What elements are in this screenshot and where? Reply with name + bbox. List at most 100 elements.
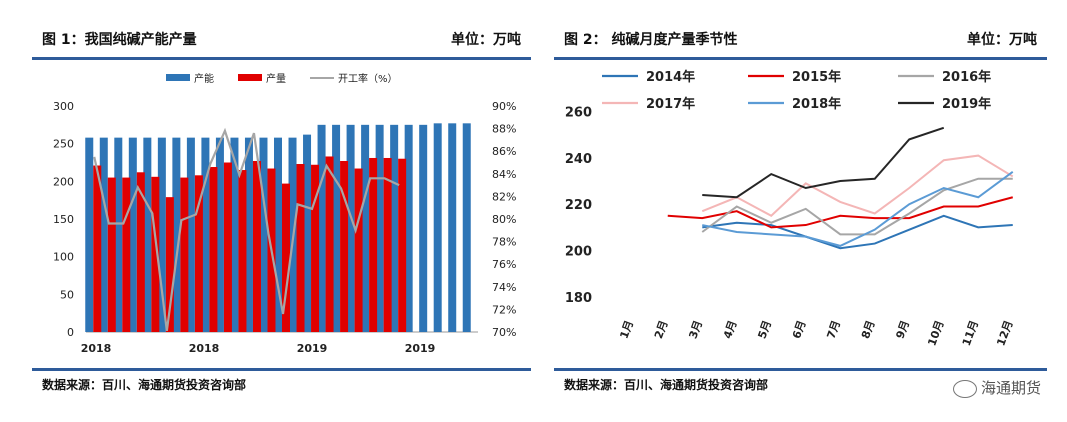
legend-swatch-output [238,74,262,81]
capacity-bar [172,137,181,332]
y2-tick-label: 84% [492,168,516,181]
y-tick-label: 200 [565,245,592,260]
x-tick-label: 2月 [652,319,671,341]
x-tick-label: 12月 [994,319,1015,348]
panel-title: 图 1：我国纯碱产能产量 [42,32,197,48]
capacity-bar [99,137,108,332]
series-line [667,196,1014,229]
x-tick-label: 2019 [297,342,328,355]
capacity-bar [317,124,326,332]
capacity-bar [201,137,210,332]
legend-label: 2019年 [942,96,991,112]
output-bar [122,177,131,332]
capacity-bar [114,137,123,332]
capacity-bar [332,124,341,332]
capacity-bar [274,137,282,332]
data-source: 数据来源：百川、海通期货投资咨询部 [564,378,769,392]
capacity-bar [85,137,94,332]
y-tick-label: 150 [53,213,74,226]
watermark-text: 海通期货 [980,379,1041,397]
x-tick-label: 11月 [960,319,981,348]
capacity-bar [157,137,166,332]
capacity-bar [303,134,312,332]
y-tick-label: 250 [53,138,74,151]
capacity-bar [128,137,137,332]
output-bar [223,162,232,332]
series-line [702,126,945,199]
seasonality-chart: 2014年 2015年 2016年 2017年 2018年 2019年 180 200 220 2… [554,60,1047,372]
panel-title: 图 2： 纯碱月度产量季节性 [564,32,738,48]
legend-label: 2016年 [942,69,991,85]
legend-label-output: 产量 [266,72,286,85]
y2-tick-label: 88% [492,123,516,136]
y2-tick-label: 82% [492,190,516,203]
capacity-output-panel: 图 1：我国纯碱产能产量 单位：万吨 产能 产量 开工率（%） 0 50 100 150 20… [32,20,531,398]
capacity-bar [433,123,442,333]
output-bar [209,167,218,332]
legend-label: 2014年 [646,69,695,85]
capacity-bar [230,137,239,332]
series-line [702,214,1013,250]
legend-label-rate: 开工率（%） [338,72,398,85]
output-bar [369,157,378,332]
legend-label: 2017年 [646,96,695,112]
capacity-bar [215,137,224,332]
legend-label-capacity: 产能 [194,72,214,85]
y2-tick-label: 72% [492,303,516,316]
output-bar [151,176,160,332]
panel-unit: 单位：万吨 [451,32,521,48]
x-tick-label: 7月 [824,319,843,341]
x-tick-label: 5月 [755,319,774,341]
y-tick-label: 180 [565,291,592,306]
x-tick-label: 2019 [405,342,436,355]
y-tick-label: 240 [565,152,592,167]
y-tick-label: 300 [53,100,74,113]
y-tick-label: 260 [565,106,592,121]
x-tick-label: 4月 [721,319,740,341]
output-bar [136,172,145,332]
output-bar [180,177,189,332]
output-bar [311,164,320,332]
capacity-bar [186,137,195,332]
capacity-bar [259,137,268,332]
y-tick-label: 220 [565,198,592,213]
panel-footer: 数据来源：百川、海通期货投资咨询部 海通期货 [554,368,1047,398]
legend-swatch-capacity [166,74,190,81]
panel-footer: 数据来源：百川、海通期货投资咨询部 [32,368,531,398]
panel-unit: 单位：万吨 [967,32,1037,48]
x-tick-label: 8月 [859,319,878,341]
output-bar [296,164,305,332]
capacity-bar [404,124,413,332]
capacity-bar [419,124,428,332]
data-source: 数据来源：百川、海通期货投资咨询部 [42,378,247,392]
output-bar [252,160,261,332]
output-bar [194,175,203,332]
utilization-rate-line [93,127,400,332]
legend-label: 2018年 [792,96,841,112]
output-bar [354,168,363,332]
watermark: 海通期货 [952,377,1041,398]
x-tick-label: 1月 [617,319,636,341]
output-bar [107,177,116,332]
panel-header: 图 1：我国纯碱产能产量 单位：万吨 [32,20,531,60]
legend-label: 2015年 [792,69,841,85]
y2-tick-label: 76% [492,258,516,271]
capacity-bar [361,124,370,332]
y2-tick-label: 80% [492,213,516,226]
capacity-bar [375,124,384,332]
x-tick-label: 10月 [925,319,946,348]
x-tick-label: 9月 [893,319,912,341]
series-line [702,170,1014,247]
capacity-bar [143,137,152,332]
x-tick-label: 6月 [790,319,809,341]
y-tick-label: 100 [53,251,74,264]
capacity-bar [346,124,355,332]
y-tick-label: 0 [67,326,74,339]
wechat-icon [952,379,977,398]
x-tick-label: 2018 [189,342,220,355]
x-tick-label: 2018 [81,342,112,355]
seasonality-panel: 图 2： 纯碱月度产量季节性 单位：万吨 2014年 2015年 2016年 2017… [554,20,1047,398]
capacity-bar [244,137,253,332]
output-bar [325,156,334,332]
output-bar [383,157,392,332]
